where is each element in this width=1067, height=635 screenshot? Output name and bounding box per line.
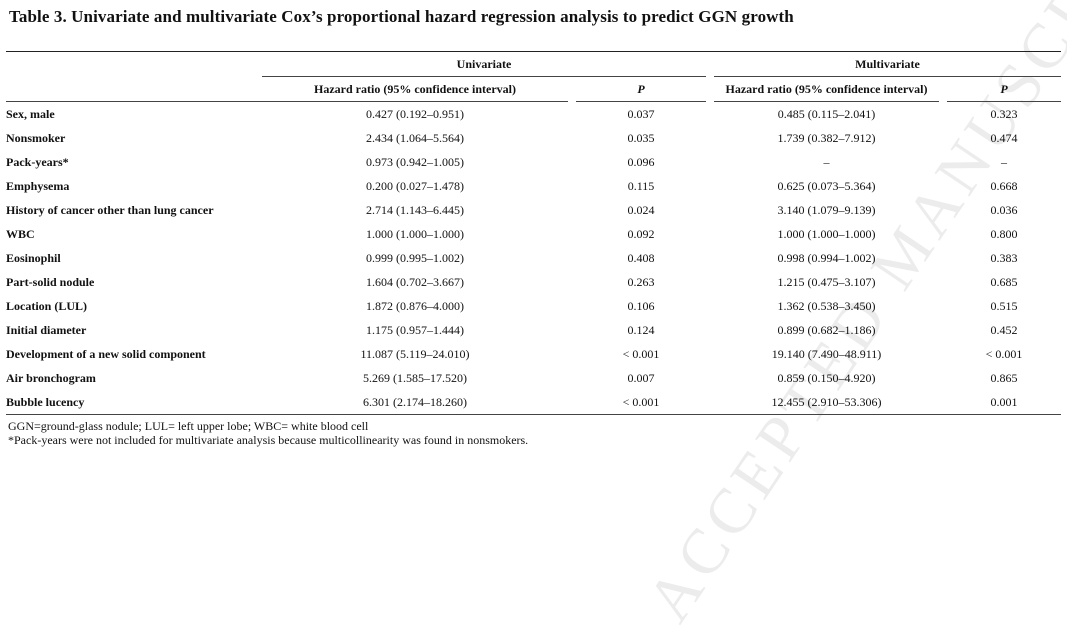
univariate-hr-cell: 1.872 (0.876–4.000)	[366, 298, 464, 313]
multivariate-hr-cell: 1.739 (0.382–7.912)	[777, 130, 876, 145]
table-row: Development of a new solid component 11.0…	[6, 342, 1061, 366]
multivariate-p-cell: 0.383	[990, 250, 1018, 265]
univariate-p-cell: < 0.001	[622, 346, 660, 361]
multivariate-p-cell: 0.800	[990, 226, 1018, 241]
variable-cell: Pack-years*	[6, 154, 69, 169]
table-row: Eosinophil 0.999 (0.995–1.002) 0.408 0.998 …	[6, 246, 1061, 270]
table-row: Air bronchogram 5.269 (1.585–17.520) 0.007…	[6, 366, 1061, 390]
footnotes: GGN=ground-glass nodule; LUL= left upper…	[8, 419, 528, 447]
multivariate-p-header: P	[947, 76, 1061, 102]
multivariate-p-cell: 0.452	[990, 322, 1018, 337]
table-title: Table 3. Univariate and multivariate Cox…	[9, 7, 794, 26]
variable-cell: Development of a new solid component	[6, 346, 206, 361]
multivariate-p-cell: 0.323	[990, 106, 1018, 121]
variable-cell: Nonsmoker	[6, 130, 66, 145]
univariate-hr-cell: 0.427 (0.192–0.951)	[366, 106, 464, 121]
table-row: Sex, male 0.427 (0.192–0.951) 0.037 0.485 (…	[6, 102, 1061, 127]
multivariate-p-cell: –	[1001, 154, 1007, 169]
univariate-p-cell: 0.115	[627, 178, 655, 193]
table-row: Emphysema 0.200 (0.027–1.478) 0.115 0.625 (…	[6, 174, 1061, 198]
multivariate-p-cell: 0.668	[990, 178, 1018, 193]
univariate-hr-cell: 0.973 (0.942–1.005)	[366, 154, 464, 169]
univariate-hr-cell: 0.200 (0.027–1.478)	[366, 178, 464, 193]
univariate-p-cell: < 0.001	[576, 390, 706, 415]
table-row: WBC 1.000 (1.000–1.000) 0.092 1.000 (1.000–…	[6, 222, 1061, 246]
table-header: Univariate Multivariate Hazard ratio (95…	[6, 51, 1061, 102]
univariate-p-cell: 0.024	[627, 202, 655, 217]
header-blank	[6, 51, 262, 77]
multivariate-hr-header: Hazard ratio (95% confidence interval)	[714, 76, 939, 102]
table-row: Nonsmoker 2.434 (1.064–5.564) 0.035 1.739 (…	[6, 126, 1061, 150]
multivariate-p-cell: 0.515	[990, 298, 1018, 313]
results-table: Univariate Multivariate Hazard ratio (95…	[6, 51, 1061, 415]
table-row: History of cancer other than lung cancer…	[6, 198, 1061, 222]
multivariate-hr-cell: 0.485 (0.115–2.041)	[777, 106, 876, 121]
multivariate-hr-cell: –	[823, 154, 830, 169]
univariate-p-header: P	[576, 76, 706, 102]
table-row: Initial diameter 1.175 (0.957–1.444) 0.124…	[6, 318, 1061, 342]
multivariate-hr-cell: 1.215 (0.475–3.107)	[777, 274, 876, 289]
footnote-abbreviations: GGN=ground-glass nodule; LUL= left upper…	[8, 419, 369, 433]
univariate-p-cell: 0.092	[627, 226, 655, 241]
multivariate-hr-cell: 0.899 (0.682–1.186)	[777, 322, 876, 337]
multivariate-p-cell: 0.865	[990, 370, 1018, 385]
multivariate-hr-cell: 1.000 (1.000–1.000)	[777, 226, 876, 241]
univariate-hr-header: Hazard ratio (95% confidence interval)	[262, 76, 568, 102]
multivariate-hr-cell: 19.140 (7.490–48.911)	[771, 346, 882, 361]
footnote-pack-years: *Pack-years were not included for multiv…	[8, 433, 529, 447]
univariate-p-cell: 0.106	[627, 298, 655, 313]
variable-cell: Location (LUL)	[6, 298, 87, 313]
univariate-p-cell: 0.035	[627, 130, 655, 145]
variable-cell: Bubble lucency	[6, 390, 262, 415]
multivariate-p-cell: 0.036	[990, 202, 1018, 217]
univariate-hr-cell: 5.269 (1.585–17.520)	[363, 370, 467, 385]
variable-cell: Emphysema	[6, 178, 70, 193]
variable-cell: Sex, male	[6, 106, 55, 121]
multivariate-p-cell: < 0.001	[985, 346, 1023, 361]
variable-cell: Initial diameter	[6, 322, 87, 337]
multivariate-hr-cell: 1.362 (0.538–3.450)	[777, 298, 876, 313]
univariate-hr-cell: 2.434 (1.064–5.564)	[366, 130, 464, 145]
univariate-p-cell: 0.408	[627, 250, 655, 265]
multivariate-hr-cell: 3.140 (1.079–9.139)	[777, 202, 876, 217]
table-row: Pack-years* 0.973 (0.942–1.005) 0.096 – –	[6, 150, 1061, 174]
univariate-hr-cell: 1.000 (1.000–1.000)	[366, 226, 464, 241]
univariate-header: Univariate	[262, 51, 706, 77]
table-row: Location (LUL) 1.872 (0.876–4.000) 0.106 1.…	[6, 294, 1061, 318]
univariate-p-cell: 0.263	[627, 274, 655, 289]
multivariate-hr-cell: 0.625 (0.073–5.364)	[777, 178, 876, 193]
table-body: Sex, male 0.427 (0.192–0.951) 0.037 0.485 (…	[6, 102, 1061, 415]
multivariate-p-cell: 0.685	[990, 274, 1018, 289]
table-row: Bubble lucency 6.301 (2.174–18.260) < 0.00…	[6, 390, 1061, 415]
variable-cell: History of cancer other than lung cancer	[6, 202, 214, 217]
variable-cell: Eosinophil	[6, 250, 61, 265]
multivariate-hr-cell: 12.455 (2.910–53.306)	[714, 390, 939, 415]
table-row: Part-solid nodule 1.604 (0.702–3.667) 0.26…	[6, 270, 1061, 294]
univariate-p-cell: 0.007	[627, 370, 655, 385]
multivariate-hr-cell: 0.998 (0.994–1.002)	[777, 250, 876, 265]
multivariate-hr-cell: 0.859 (0.150–4.920)	[777, 370, 876, 385]
multivariate-header: Multivariate	[714, 51, 1061, 77]
univariate-hr-cell: 1.175 (0.957–1.444)	[366, 322, 464, 337]
variable-cell: Air bronchogram	[6, 370, 96, 385]
univariate-hr-cell: 11.087 (5.119–24.010)	[360, 346, 470, 361]
univariate-p-cell: 0.096	[627, 154, 655, 169]
univariate-p-cell: 0.124	[627, 322, 655, 337]
univariate-hr-cell: 0.999 (0.995–1.002)	[366, 250, 464, 265]
univariate-hr-cell: 2.714 (1.143–6.445)	[366, 202, 464, 217]
variable-cell: Part-solid nodule	[6, 274, 95, 289]
multivariate-p-cell: 0.474	[990, 130, 1018, 145]
univariate-p-cell: 0.037	[627, 106, 655, 121]
variable-cell: WBC	[6, 226, 35, 241]
multivariate-p-cell: 0.001	[947, 390, 1061, 415]
univariate-hr-cell: 6.301 (2.174–18.260)	[262, 390, 568, 415]
univariate-hr-cell: 1.604 (0.702–3.667)	[366, 274, 464, 289]
